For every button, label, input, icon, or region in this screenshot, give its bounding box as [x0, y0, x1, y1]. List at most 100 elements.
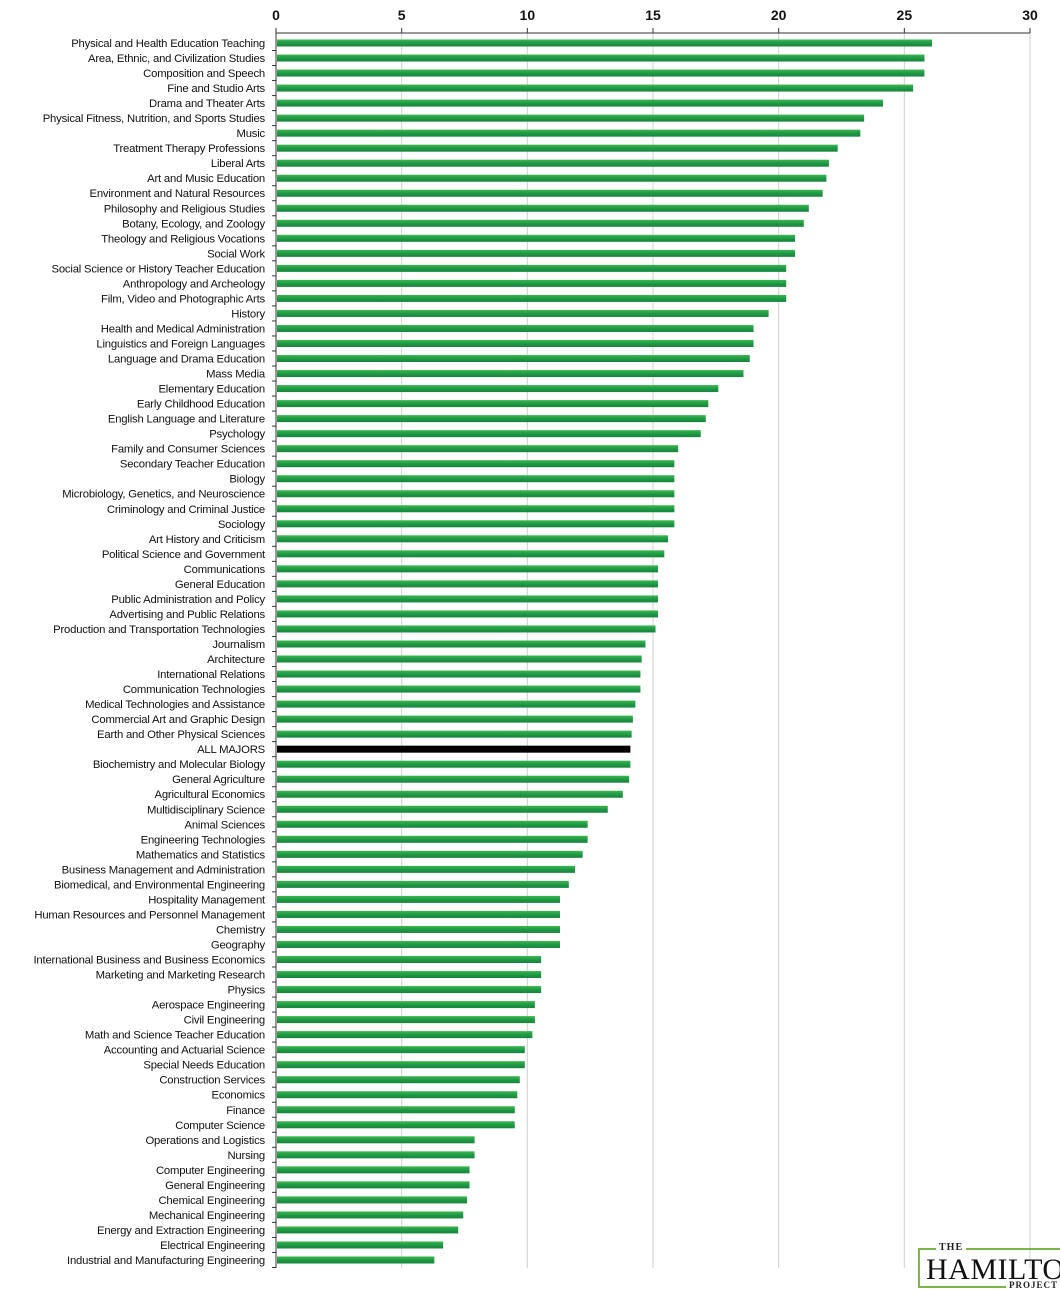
bar [277, 1076, 520, 1084]
bar [277, 84, 914, 92]
bar [277, 1196, 468, 1204]
bar [277, 445, 679, 453]
bar [277, 1106, 515, 1114]
category-label: Liberal Arts [211, 158, 266, 170]
bar [277, 309, 769, 317]
category-label: Chemistry [216, 924, 266, 936]
category-label: Energy and Extraction Engineering [97, 1225, 265, 1237]
category-label: Math and Science Teacher Education [85, 1030, 265, 1042]
bar [277, 370, 744, 378]
category-label: Biochemistry and Molecular Biology [93, 759, 266, 771]
bar [277, 505, 675, 513]
bar [277, 234, 796, 242]
category-label: Physical and Health Education Teaching [71, 38, 265, 50]
x-tick-label: 0 [272, 7, 280, 23]
category-label: Nursing [227, 1150, 265, 1162]
category-label: Civil Engineering [184, 1015, 265, 1027]
bar [277, 54, 925, 62]
bar [277, 279, 787, 287]
bar [277, 475, 675, 483]
category-label: Mathematics and Statistics [136, 849, 266, 861]
bar [277, 580, 659, 588]
category-label: Communications [184, 564, 266, 576]
bar [277, 670, 641, 678]
bar [277, 880, 569, 888]
category-label: Communication Technologies [123, 684, 266, 696]
bar [277, 1211, 464, 1219]
bar [277, 174, 827, 182]
bar [277, 129, 861, 137]
category-label: Advertising and Public Relations [109, 609, 265, 621]
bar [277, 760, 631, 768]
bar [277, 790, 623, 798]
category-label: International Business and Business Econ… [33, 955, 265, 967]
bar [277, 204, 809, 212]
category-label: Physical Fitness, Nutrition, and Sports … [43, 113, 266, 125]
bar [277, 1031, 533, 1039]
logo-project: PROJECT [1006, 1280, 1060, 1290]
category-label: Hospitality Management [148, 894, 266, 906]
bar [277, 700, 636, 708]
category-label: Drama and Theater Arts [149, 98, 266, 110]
bar [277, 294, 787, 302]
x-tick-label: 30 [1022, 7, 1038, 23]
category-label: Area, Ethnic, and Civilization Studies [88, 53, 266, 65]
category-label: Finance [226, 1105, 265, 1117]
x-tick-label: 20 [771, 7, 787, 23]
category-label: Sociology [218, 519, 266, 531]
category-label: Family and Consumer Sciences [111, 444, 265, 456]
category-label: Fine and Studio Arts [167, 83, 265, 95]
bar [277, 99, 883, 107]
category-label: Botany, Ecology, and Zoology [122, 218, 265, 230]
bar [277, 1061, 525, 1069]
category-label: Computer Science [175, 1120, 265, 1132]
category-label: Mechanical Engineering [149, 1210, 265, 1222]
bar [277, 189, 823, 197]
bar [277, 460, 675, 468]
x-tick-label: 5 [398, 7, 406, 23]
category-label: Animal Sciences [184, 819, 265, 831]
category-label: Business Management and Administration [62, 864, 265, 876]
category-label: Anthropology and Archeology [123, 278, 266, 290]
bar [277, 1121, 515, 1129]
logo-the: THE [936, 1242, 967, 1253]
bar [277, 625, 656, 633]
bar [277, 910, 561, 918]
bar [277, 655, 642, 663]
bar [277, 1001, 535, 1009]
bar [277, 430, 701, 438]
bar [277, 865, 576, 873]
category-label: Accounting and Actuarial Science [104, 1045, 265, 1057]
bar [277, 264, 787, 272]
bar [277, 640, 646, 648]
category-label: Agricultural Economics [155, 789, 266, 801]
category-label: Composition and Speech [143, 68, 265, 80]
bar [277, 956, 542, 964]
bar [277, 730, 632, 738]
category-label: General Engineering [165, 1180, 265, 1192]
category-label: Special Needs Education [143, 1060, 265, 1072]
bar [277, 745, 631, 753]
bar [277, 986, 542, 994]
bar [277, 805, 608, 813]
category-label: Physics [227, 985, 265, 997]
category-label: Art and Music Education [147, 173, 265, 185]
x-tick-label: 15 [645, 7, 661, 23]
category-label: Geography [211, 939, 266, 951]
x-tick-label: 25 [897, 7, 913, 23]
category-label: Criminology and Criminal Justice [107, 504, 265, 516]
bar [277, 565, 659, 573]
bar [277, 971, 542, 979]
bar [277, 249, 796, 257]
category-label: Early Childhood Education [137, 399, 265, 411]
bar [277, 685, 641, 693]
bar [277, 535, 669, 543]
category-label: Earth and Other Physical Sciences [97, 729, 266, 741]
category-label: Social Science or History Teacher Educat… [52, 263, 265, 275]
category-label: Computer Engineering [156, 1165, 265, 1177]
bar [277, 114, 865, 122]
category-label: Operations and Logistics [145, 1135, 265, 1147]
bar [277, 355, 750, 363]
category-label: Secondary Teacher Education [120, 459, 265, 471]
category-label: Marketing and Marketing Research [96, 970, 265, 982]
